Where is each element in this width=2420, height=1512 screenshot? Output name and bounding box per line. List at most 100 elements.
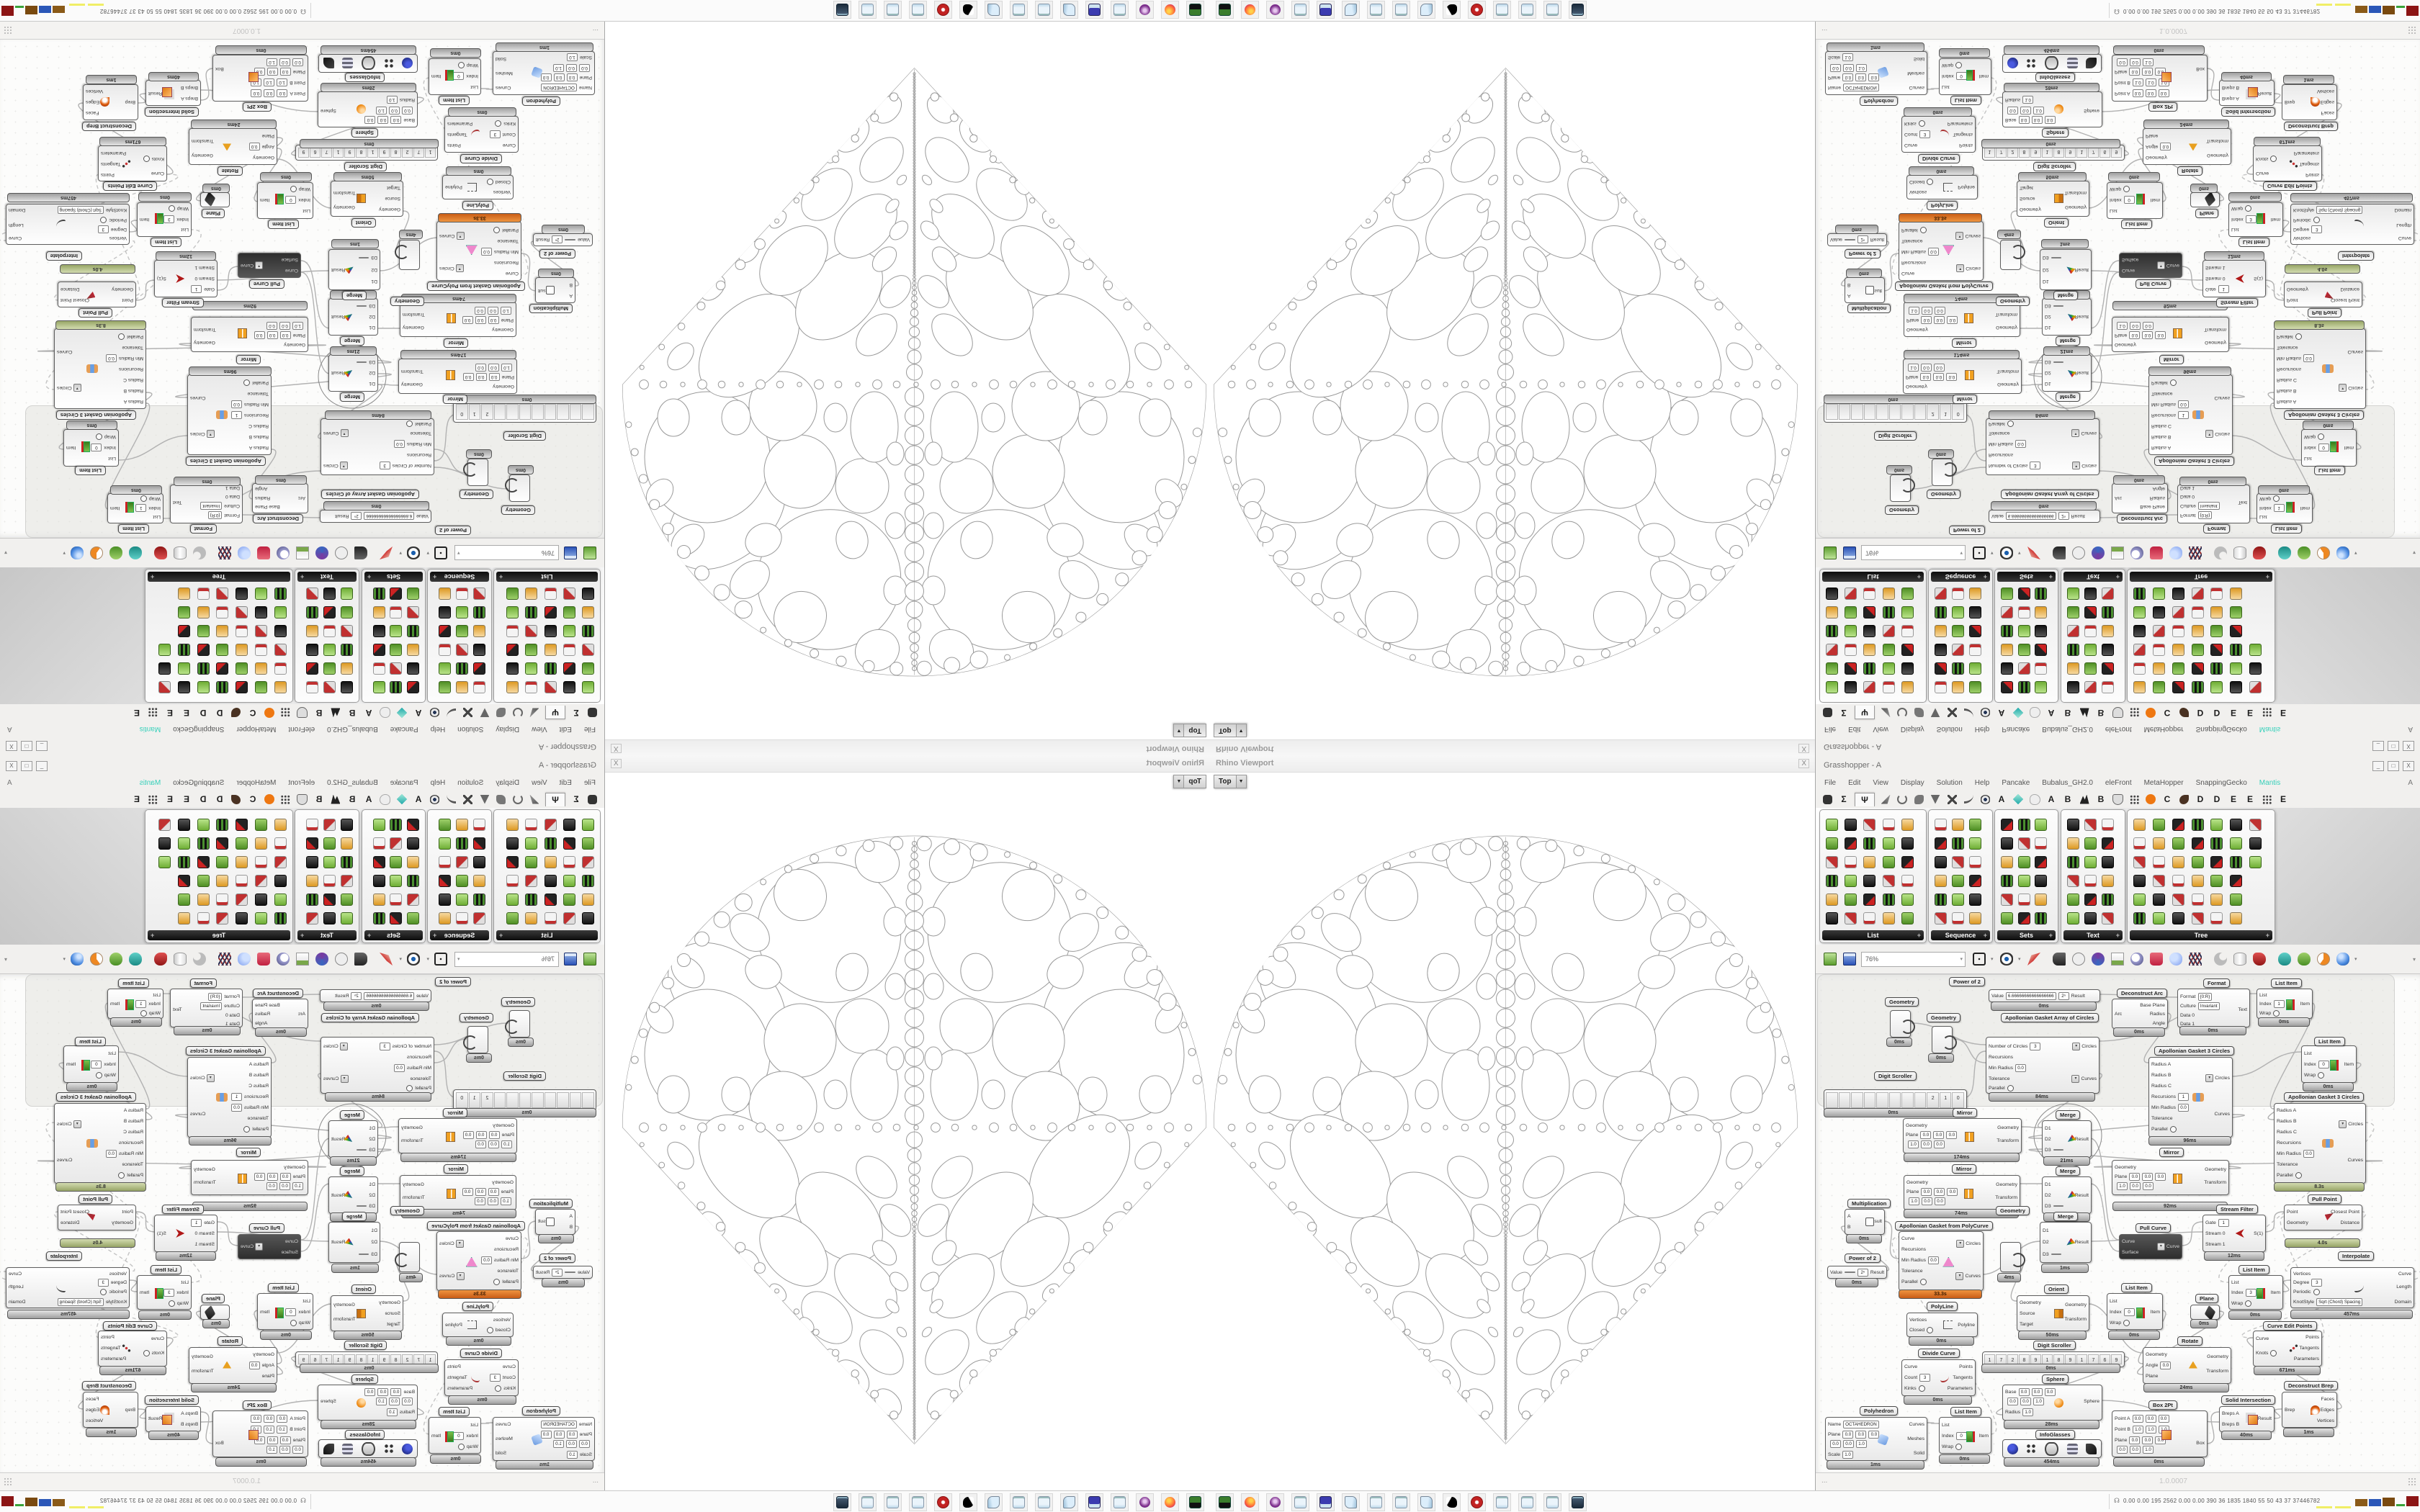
plugin-grid-icon[interactable]: [280, 793, 292, 806]
node-label-box2[interactable]: Box 2Pt: [2148, 102, 2177, 112]
value-box[interactable]: 3: [1919, 130, 1931, 139]
component-icon[interactable]: [306, 894, 318, 906]
component-icon[interactable]: [2152, 819, 2165, 831]
node-label-ds1[interactable]: Digit Scroller: [1874, 1071, 1917, 1081]
checkbox[interactable]: [406, 1084, 413, 1092]
component-icon[interactable]: [544, 681, 557, 693]
balloons-button[interactable]: [236, 951, 252, 967]
red-gem-button[interactable]: [153, 951, 169, 967]
digit-cell[interactable]: [1838, 404, 1851, 420]
node-label-orient[interactable]: Orient: [351, 1284, 376, 1294]
component-icon[interactable]: [158, 837, 171, 850]
component-icon[interactable]: [2191, 625, 2204, 637]
menu-item-help[interactable]: Help: [430, 778, 446, 787]
gh-node-mir2[interactable]: Geometry Plane 0.0 0.0 0.0 1.0 0.0 0.0 Geometry T…: [400, 1175, 516, 1210]
value-box[interactable]: 0.0: [1868, 73, 1880, 82]
gh-node-plane[interactable]: [200, 1305, 230, 1320]
component-icon[interactable]: [506, 894, 519, 906]
value-box[interactable]: 0.0: [2020, 1397, 2031, 1405]
component-icon[interactable]: [2084, 837, 2097, 850]
digit-cell[interactable]: 1: [1984, 147, 1995, 158]
component-icon[interactable]: [1901, 912, 1914, 924]
gh-node-ig[interactable]: [2002, 54, 2102, 73]
intersect-scissors-icon[interactable]: [1946, 706, 1958, 719]
value-box[interactable]: 1: [135, 504, 147, 513]
palette-group-label-tree[interactable]: Tree +: [148, 930, 290, 940]
component-icon[interactable]: [236, 662, 248, 675]
component-icon[interactable]: [1901, 837, 1914, 850]
value-box[interactable]: 0.0: [266, 331, 278, 340]
value-box[interactable]: 0.0: [254, 331, 265, 340]
value-box[interactable]: 0.0: [481, 1256, 492, 1264]
checkbox[interactable]: [95, 433, 102, 441]
component-icon[interactable]: [1952, 644, 1964, 656]
node-label-mir3[interactable]: Mirror: [236, 1148, 261, 1157]
open-file-button[interactable]: [582, 951, 598, 967]
value-box[interactable]: 0.0: [488, 1197, 498, 1205]
component-icon[interactable]: [390, 912, 403, 924]
taskbar-app-7[interactable]: [1392, 1493, 1410, 1511]
value-box[interactable]: 1.0: [2033, 1397, 2044, 1405]
component-icon[interactable]: [456, 875, 468, 887]
node-label-dcurve[interactable]: Divide Curve: [1918, 1349, 1960, 1358]
digit-cell[interactable]: 9: [2111, 147, 2122, 158]
node-label-fmt[interactable]: Format: [189, 978, 217, 988]
node-label-li5[interactable]: List Item: [2238, 238, 2269, 247]
value-box[interactable]: 0.0: [279, 58, 290, 67]
component-icon[interactable]: [177, 662, 190, 675]
menu-item-elefront[interactable]: eleFront: [2105, 725, 2132, 734]
node-label-sint[interactable]: Solid Intersection: [145, 107, 199, 117]
gh-node-li5[interactable]: List Index 3 Wrap Item: [2228, 1275, 2283, 1310]
component-icon[interactable]: [506, 837, 519, 850]
gh-node-po2a[interactable]: Value 6.66666666666666666 2ⁿ Result: [320, 989, 431, 1002]
component-icon[interactable]: [525, 875, 538, 887]
node-label-mir3[interactable]: Mirror: [2159, 355, 2184, 364]
node-label-mir3[interactable]: Mirror: [236, 355, 261, 364]
component-icon[interactable]: [390, 856, 403, 868]
gh-node-ig[interactable]: [318, 1439, 418, 1458]
digit-cell[interactable]: 6: [2099, 147, 2110, 158]
value-box[interactable]: 0.0: [279, 1445, 290, 1454]
node-label-geo2[interactable]: Geometry: [459, 490, 493, 499]
palette-group-label-list[interactable]: List +: [496, 572, 598, 582]
value-box[interactable]: 1: [135, 999, 147, 1008]
value-box[interactable]: 0.0: [264, 89, 275, 98]
value-box[interactable]: 0: [2318, 1060, 2329, 1068]
component-icon[interactable]: [2001, 681, 2013, 693]
component-icon[interactable]: [306, 588, 318, 600]
value-box[interactable]: 0.0: [566, 64, 577, 73]
download-toggle-icon[interactable]: ▾: [2072, 1042, 2081, 1050]
tab-A[interactable]: A: [2048, 708, 2055, 718]
plugin-mountain-icon[interactable]: [2079, 706, 2090, 719]
value-box[interactable]: 0.0: [2303, 354, 2314, 363]
gh-node-interp[interactable]: Vertices Degree 3 Periodic KnotStyle Sqrt (Ch…: [6, 204, 130, 245]
component-icon[interactable]: [236, 625, 248, 637]
node-label-pullc[interactable]: Pull Curve: [2136, 1223, 2172, 1233]
value-box[interactable]: 1.0: [386, 1408, 398, 1416]
component-icon[interactable]: [2102, 912, 2114, 924]
node-label-geo3[interactable]: Geometry: [1996, 297, 2030, 306]
component-icon[interactable]: [2017, 662, 2030, 675]
cookie-button[interactable]: [2213, 951, 2228, 967]
checkbox[interactable]: [1918, 1385, 1925, 1392]
teal-mouse-button[interactable]: [127, 545, 143, 561]
orange-pie-button[interactable]: [89, 951, 104, 967]
component-icon[interactable]: [341, 894, 353, 906]
value-box[interactable]: 0.0: [106, 1149, 117, 1158]
value-box[interactable]: 0.0: [394, 440, 405, 449]
component-icon[interactable]: [2230, 625, 2243, 637]
node-label-po2a[interactable]: Power of 2: [1949, 977, 1985, 986]
checkbox[interactable]: [243, 379, 251, 387]
value-box[interactable]: 3: [379, 462, 390, 470]
component-icon[interactable]: [2191, 588, 2204, 600]
component-icon[interactable]: [306, 912, 318, 924]
value-box[interactable]: 0.0: [540, 1430, 552, 1439]
component-icon[interactable]: [255, 606, 268, 618]
at-button[interactable]: [2071, 545, 2087, 561]
component-icon[interactable]: [197, 625, 210, 637]
save-file-button[interactable]: [563, 951, 578, 967]
node-label-rot[interactable]: Rotate: [2177, 1336, 2203, 1346]
value-box[interactable]: 3: [489, 130, 501, 139]
component-icon[interactable]: [2017, 644, 2030, 656]
component-icon[interactable]: [236, 875, 248, 887]
